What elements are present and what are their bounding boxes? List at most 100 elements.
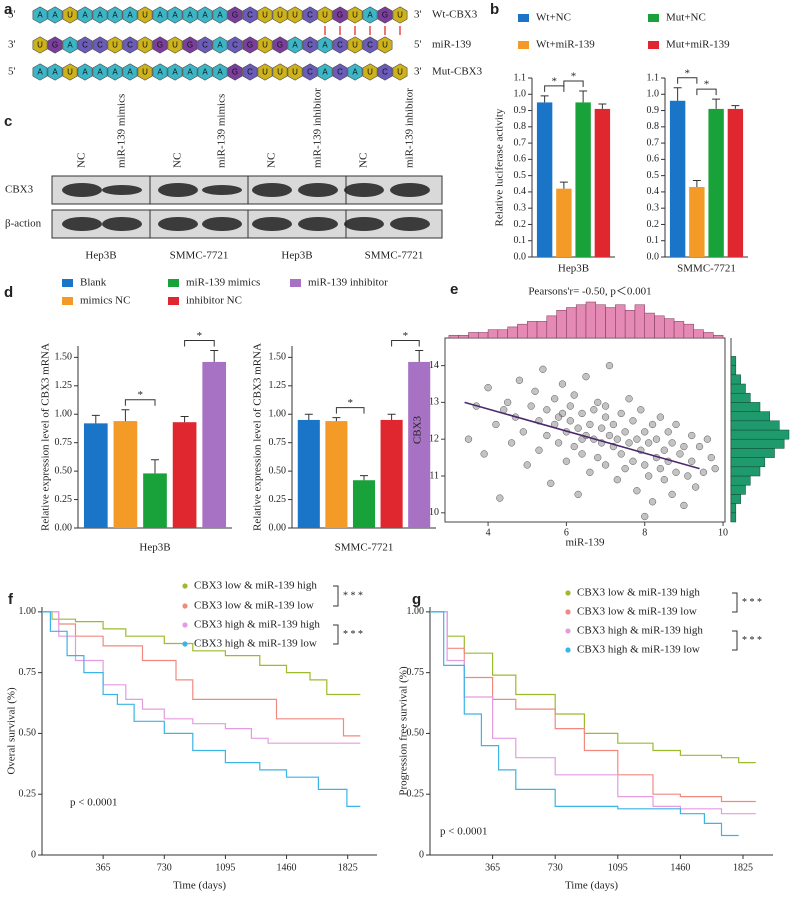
bar bbox=[689, 187, 705, 257]
legend-marker bbox=[565, 590, 571, 596]
y-tick-label: 0.25 bbox=[407, 789, 425, 800]
nucleotide-hex bbox=[32, 6, 48, 24]
nucleotide: C bbox=[127, 41, 133, 50]
nucleotide-hex bbox=[347, 36, 363, 54]
scatter-point bbox=[680, 501, 688, 510]
nucleotide: U bbox=[397, 11, 403, 20]
x-tick-label: 1095 bbox=[215, 862, 235, 873]
nucleotide: A bbox=[187, 11, 193, 20]
bar bbox=[297, 419, 320, 528]
legend-label: CBX3 low & miR-139 low bbox=[194, 600, 314, 612]
scatter-point bbox=[637, 406, 645, 414]
survival-curve bbox=[42, 611, 361, 737]
bar bbox=[143, 473, 167, 528]
legend-marker bbox=[62, 279, 73, 287]
x-histogram-bar bbox=[693, 329, 704, 339]
y-histogram-bar bbox=[730, 484, 746, 495]
scatter-point bbox=[699, 468, 708, 476]
y-axis-label: Overal survival (%) bbox=[6, 687, 18, 775]
x-tick-label: 1825 bbox=[733, 862, 753, 873]
survival-curve bbox=[430, 611, 756, 803]
x-histogram-bar bbox=[673, 321, 685, 339]
scatter-point bbox=[574, 424, 582, 432]
y-tick-label: 0.8 bbox=[514, 121, 527, 132]
legend-marker bbox=[182, 583, 188, 589]
error-bar bbox=[91, 414, 100, 424]
y-tick-label: 0.50 bbox=[55, 465, 73, 476]
blot-band bbox=[62, 183, 102, 197]
blot-band bbox=[202, 217, 242, 231]
sequence-name: Mut-CBX3 bbox=[432, 66, 483, 78]
error-bar bbox=[559, 181, 568, 189]
x-histogram-bar bbox=[468, 332, 479, 339]
significance-label: * bbox=[571, 71, 577, 83]
nucleotide-hex bbox=[107, 36, 123, 54]
significance-label: * bbox=[685, 67, 691, 79]
nucleotide: G bbox=[277, 41, 283, 50]
legend-marker bbox=[565, 609, 571, 615]
nucleotide-hex bbox=[332, 6, 348, 24]
scatter-point bbox=[621, 428, 629, 436]
y-tick-label: 0.1 bbox=[514, 235, 527, 246]
nucleotide: A bbox=[292, 41, 298, 50]
y-histogram-bar bbox=[730, 356, 737, 366]
nucleotide: G bbox=[232, 68, 238, 77]
nucleotide: U bbox=[397, 68, 403, 77]
nucleotide: C bbox=[232, 41, 238, 50]
nucleotide-hex bbox=[32, 36, 48, 54]
scatter-point bbox=[464, 435, 473, 443]
legend-marker bbox=[518, 41, 529, 49]
x-histogram-bar bbox=[478, 332, 489, 339]
scatter-point bbox=[515, 376, 524, 384]
bar bbox=[575, 102, 591, 257]
blot-band bbox=[252, 217, 292, 231]
y-histogram-bar bbox=[730, 383, 746, 394]
y-tick-label: 0.4 bbox=[647, 186, 660, 197]
nucleotide-hex bbox=[212, 36, 228, 54]
x-histogram-bar bbox=[507, 326, 518, 339]
y-tick-label: 0.25 bbox=[55, 494, 73, 505]
scatter-point bbox=[672, 420, 680, 429]
nucleotide: C bbox=[307, 41, 313, 50]
nucleotide: A bbox=[82, 68, 88, 77]
legend-marker bbox=[182, 641, 188, 647]
scatter-point bbox=[562, 457, 571, 465]
scatter-point bbox=[644, 439, 653, 447]
nucleotide-hex bbox=[272, 6, 288, 24]
significance-bracket bbox=[124, 399, 156, 406]
nucleotide-hex bbox=[92, 63, 108, 81]
nucleotide-hex bbox=[107, 63, 123, 81]
scatter-point bbox=[676, 450, 684, 458]
y-histogram-bar bbox=[730, 475, 751, 486]
bar bbox=[325, 421, 348, 528]
y-tick-label: 0.3 bbox=[647, 202, 660, 213]
significance-bracket bbox=[391, 340, 420, 347]
p-value: p < 0.0001 bbox=[440, 826, 487, 838]
x-histogram-bar bbox=[517, 323, 528, 339]
lane-label: miR-139 mimics bbox=[116, 94, 128, 168]
y-tick-label: 1.25 bbox=[55, 380, 73, 391]
y-tick-label: 1.00 bbox=[19, 606, 37, 617]
nucleotide-hex bbox=[227, 63, 243, 81]
scatter-point bbox=[625, 439, 633, 447]
nucleotide: A bbox=[352, 68, 358, 77]
scatter-point bbox=[648, 420, 657, 429]
scatter-point bbox=[554, 413, 563, 421]
nucleotide: U bbox=[367, 68, 373, 77]
scatter-point bbox=[656, 464, 665, 473]
y-tick-label: 0.8 bbox=[647, 121, 660, 132]
x-tick-label: 365 bbox=[485, 862, 500, 873]
nucleotide-hex bbox=[137, 63, 153, 81]
nucleotide: A bbox=[217, 41, 223, 50]
x-histogram-bar bbox=[615, 304, 626, 339]
nucleotide-hex bbox=[137, 6, 153, 24]
nucleotide: A bbox=[112, 68, 118, 77]
x-histogram-bar bbox=[595, 304, 606, 339]
nucleotide: U bbox=[352, 11, 358, 20]
significance-label: * bbox=[704, 79, 710, 91]
y-axis-label: Relative expression level of CBX3 mRNA bbox=[40, 343, 52, 531]
nucleotide: C bbox=[367, 41, 373, 50]
x-histogram-bar bbox=[526, 321, 538, 339]
nucleotide: U bbox=[382, 41, 388, 50]
survival-curve bbox=[430, 611, 756, 815]
